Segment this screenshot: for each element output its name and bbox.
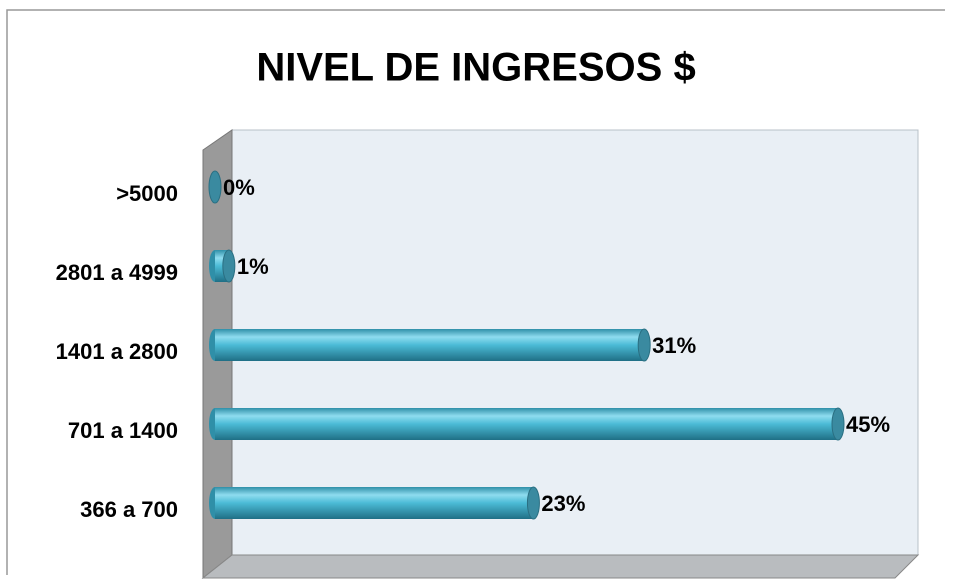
- chart-title: NIVEL DE INGRESOS $: [256, 46, 695, 90]
- y-tick-label: 1401 a 2800: [56, 339, 178, 364]
- data-label: 23%: [541, 491, 585, 516]
- y-tick-label: >5000: [116, 181, 178, 206]
- bar-cap: [831, 407, 845, 441]
- y-tick-label: 366 a 700: [80, 497, 178, 522]
- bar: [215, 329, 645, 361]
- data-label: 0%: [223, 175, 255, 200]
- bar-cap: [526, 486, 540, 520]
- data-label: 45%: [846, 412, 890, 437]
- data-label: 31%: [652, 333, 696, 358]
- y-tick-label: 701 a 1400: [68, 418, 178, 443]
- floor: [201, 554, 920, 579]
- bar-cap: [637, 328, 651, 362]
- bar-cap: [222, 249, 236, 283]
- frame: [6, 9, 945, 575]
- bar: [215, 487, 534, 519]
- bar-cap: [208, 170, 222, 204]
- bar: [215, 408, 838, 440]
- data-label: 1%: [237, 254, 269, 279]
- y-tick-label: 2801 a 4999: [56, 260, 178, 285]
